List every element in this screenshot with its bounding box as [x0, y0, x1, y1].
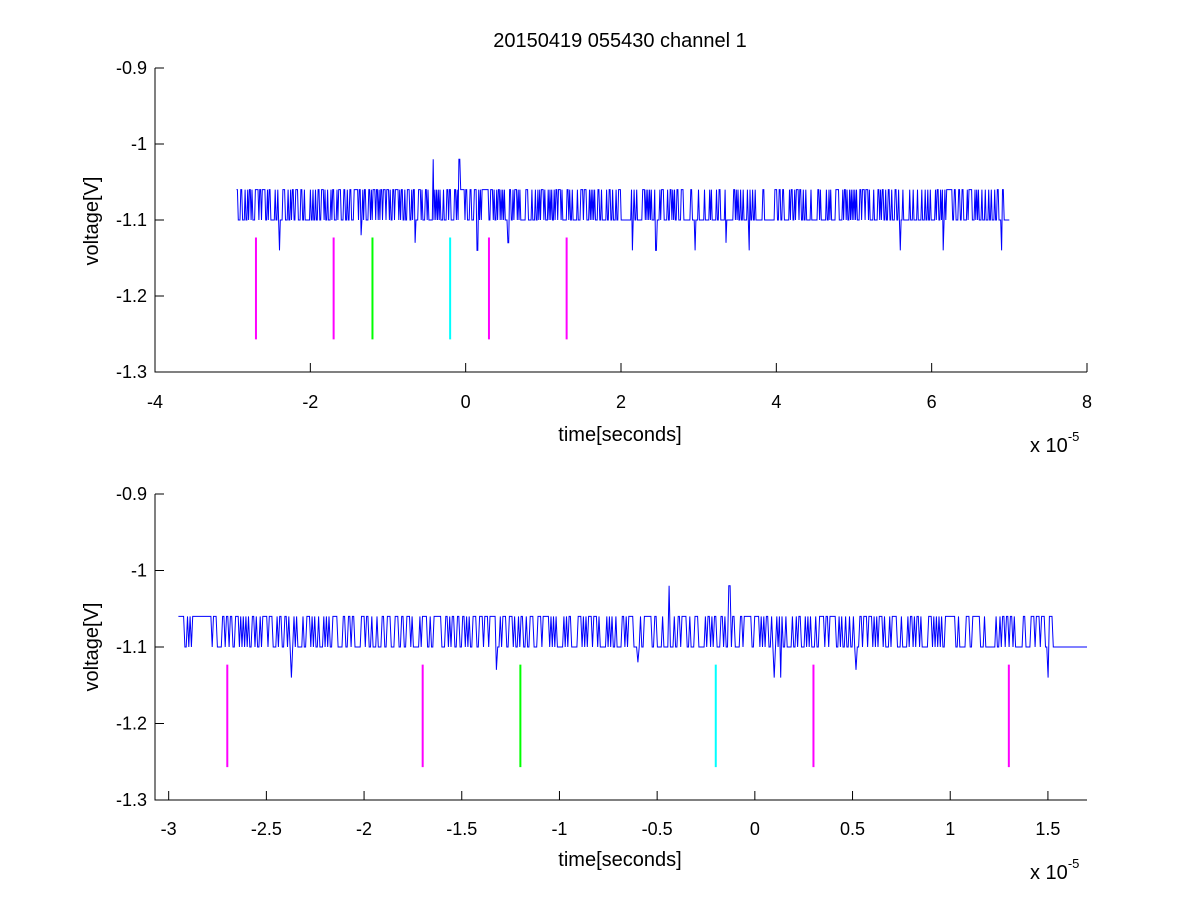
x-tick-label: -3 — [161, 819, 177, 839]
top-y-ticks: -0.9 -1 -1.1 -1.2 -1.3 — [116, 58, 164, 382]
x-tick-label: 4 — [771, 392, 781, 412]
top-plot-area — [236, 158, 1010, 340]
x-tick-label: 1.5 — [1035, 819, 1060, 839]
y-tick-label: -1.2 — [116, 286, 147, 306]
top-axes: -4 -2 0 2 4 6 8 -0.9 -1 -1.1 -1.2 -1.3 time[second… — [81, 58, 1092, 457]
x-tick-label: -0.5 — [642, 819, 673, 839]
x-tick-label: -4 — [147, 392, 163, 412]
top-x-axis-label: time[seconds] — [558, 424, 681, 446]
bottom-plot-area — [178, 585, 1087, 768]
x-tick-label: 0.5 — [840, 819, 865, 839]
bottom-x-multiplier: x 10-5 — [1030, 856, 1079, 884]
y-tick-label: -0.9 — [116, 484, 147, 504]
y-tick-label: -1.1 — [116, 637, 147, 657]
figure-title: 20150419 055430 channel 1 — [493, 30, 747, 52]
y-tick-label: -1.2 — [116, 714, 147, 734]
signal-trace — [178, 585, 1087, 678]
x-tick-label: 2 — [616, 392, 626, 412]
top-y-axis-label: voltage[V] — [81, 177, 103, 266]
x-tick-label: 0 — [750, 819, 760, 839]
top-x-multiplier: x 10-5 — [1030, 429, 1079, 457]
x-tick-label: -2 — [302, 392, 318, 412]
bottom-y-ticks: -0.9 -1 -1.1 -1.2 -1.3 — [116, 484, 164, 810]
signal-trace — [236, 158, 1010, 251]
x-tick-label: -2 — [356, 819, 372, 839]
x-tick-label: 8 — [1082, 392, 1092, 412]
bottom-x-ticks: -3 -2.5 -2 -1.5 -1 -0.5 0 0.5 1 1.5 — [161, 791, 1060, 839]
y-tick-label: -0.9 — [116, 58, 147, 78]
bottom-y-axis-label: voltage[V] — [81, 603, 103, 692]
x-tick-label: -1.5 — [446, 819, 477, 839]
bottom-x-axis-label: time[seconds] — [558, 849, 681, 871]
bottom-axes: -3 -2.5 -2 -1.5 -1 -0.5 0 0.5 1 1.5 -0.9 -1 -1.1 -1.… — [81, 484, 1087, 884]
x-tick-label: -1 — [551, 819, 567, 839]
x-tick-label: -2.5 — [251, 819, 282, 839]
x-tick-label: 1 — [945, 819, 955, 839]
top-x-ticks: -4 -2 0 2 4 6 8 — [147, 363, 1092, 412]
y-tick-label: -1.3 — [116, 790, 147, 810]
y-tick-label: -1.3 — [116, 362, 147, 382]
y-tick-label: -1 — [131, 561, 147, 581]
y-tick-label: -1 — [131, 134, 147, 154]
y-tick-label: -1.1 — [116, 210, 147, 230]
x-tick-label: 6 — [927, 392, 937, 412]
x-tick-label: 0 — [461, 392, 471, 412]
